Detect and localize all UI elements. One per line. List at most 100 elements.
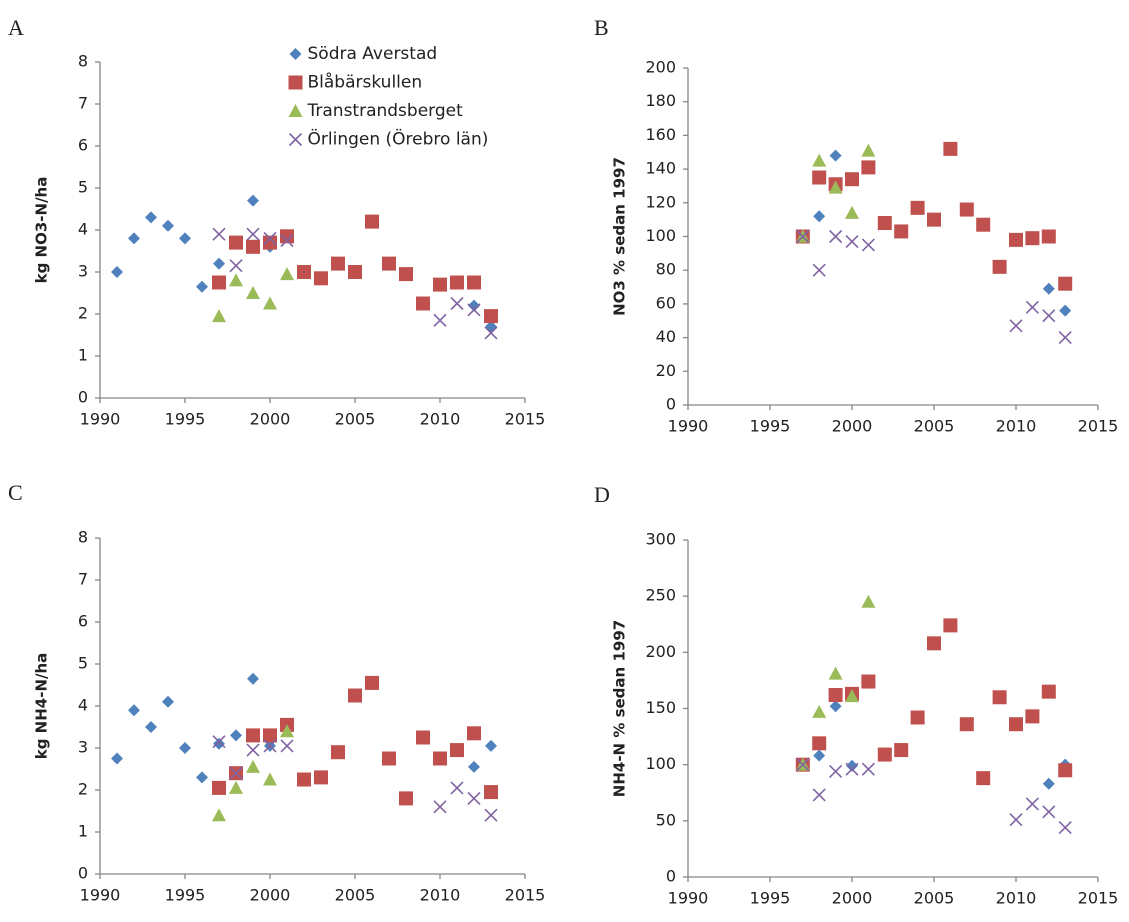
- x-tick-label: 1995: [750, 417, 791, 436]
- legend-label: Södra Averstad: [308, 44, 438, 64]
- marker: [829, 229, 843, 244]
- marker: [331, 745, 345, 760]
- marker: [179, 232, 191, 245]
- marker: [484, 808, 498, 822]
- legend-label: Transtrandsberget: [307, 101, 464, 121]
- marker: [828, 688, 843, 703]
- marker: [845, 689, 859, 703]
- y-tick-label: 40: [656, 327, 676, 346]
- marker: [877, 216, 892, 231]
- panel-label: D: [594, 482, 610, 507]
- marker: [433, 277, 447, 292]
- marker: [861, 762, 875, 776]
- marker: [213, 257, 225, 270]
- marker: [845, 234, 859, 249]
- marker: [450, 743, 464, 758]
- marker: [263, 739, 277, 753]
- marker: [812, 170, 827, 185]
- y-tick-label: 0: [666, 867, 676, 886]
- y-tick-label: 6: [78, 612, 88, 631]
- marker: [943, 618, 958, 633]
- marker: [263, 231, 277, 245]
- marker: [861, 674, 876, 689]
- marker: [128, 232, 140, 245]
- marker: [829, 149, 842, 162]
- marker: [433, 800, 447, 814]
- x-tick-label: 1990: [80, 886, 121, 905]
- marker: [297, 265, 311, 279]
- marker: [229, 273, 243, 287]
- marker: [331, 256, 345, 271]
- marker: [484, 785, 498, 800]
- y-tick-label: 4: [78, 220, 88, 239]
- marker: [229, 780, 243, 794]
- marker: [1058, 331, 1072, 345]
- marker: [162, 219, 174, 232]
- y-tick-label: 6: [78, 136, 88, 155]
- marker: [828, 666, 843, 680]
- marker: [280, 267, 294, 281]
- y-tick-label: 8: [78, 528, 88, 547]
- legend-marker: [289, 48, 302, 60]
- marker: [812, 263, 826, 277]
- marker: [247, 194, 259, 207]
- y-axis-label: kg NO3-N/ha: [33, 177, 51, 284]
- marker: [845, 205, 859, 219]
- x-tick-label: 2005: [335, 886, 376, 905]
- marker: [1058, 276, 1073, 291]
- marker: [416, 730, 430, 745]
- y-tick-label: 0: [78, 864, 88, 883]
- marker: [314, 770, 328, 785]
- legend-marker: [288, 104, 303, 117]
- y-tick-label: 250: [645, 586, 676, 605]
- marker: [450, 781, 464, 795]
- y-tick-label: 3: [78, 262, 88, 281]
- legend-marker: [288, 75, 303, 90]
- x-tick-label: 2010: [420, 410, 461, 429]
- marker: [246, 286, 260, 299]
- marker: [1042, 777, 1055, 790]
- marker: [348, 265, 362, 279]
- marker: [111, 752, 123, 765]
- y-tick-label: 3: [78, 738, 88, 757]
- marker: [246, 759, 260, 773]
- marker: [812, 788, 826, 802]
- y-tick-label: 2: [78, 304, 88, 323]
- x-tick-label: 2000: [832, 889, 873, 908]
- y-tick-label: 100: [645, 754, 676, 773]
- x-tick-label: 2010: [420, 886, 461, 905]
- marker: [1058, 821, 1072, 835]
- legend-marker: [288, 132, 303, 147]
- marker: [128, 704, 140, 717]
- marker: [196, 280, 208, 293]
- marker: [467, 791, 481, 805]
- y-axis-label: NO3 % sedan 1997: [611, 157, 629, 316]
- y-tick-label: 5: [78, 654, 88, 673]
- marker: [484, 326, 498, 340]
- marker: [813, 749, 826, 762]
- marker: [433, 313, 447, 327]
- marker: [399, 791, 413, 806]
- marker: [1025, 300, 1039, 314]
- marker: [229, 766, 243, 780]
- marker: [927, 636, 941, 651]
- marker: [877, 747, 892, 762]
- marker: [450, 275, 464, 290]
- x-tick-label: 1995: [750, 889, 791, 908]
- marker: [246, 239, 260, 254]
- y-tick-label: 8: [78, 52, 88, 71]
- marker: [1042, 282, 1055, 295]
- marker: [992, 259, 1007, 274]
- marker: [212, 309, 226, 323]
- y-tick-label: 5: [78, 178, 88, 197]
- marker: [1041, 684, 1056, 699]
- marker: [1042, 309, 1056, 323]
- y-tick-label: 7: [78, 94, 88, 113]
- x-tick-label: 2015: [505, 410, 546, 429]
- marker: [894, 224, 909, 239]
- marker: [382, 256, 396, 271]
- marker: [213, 737, 225, 750]
- x-tick-label: 2000: [250, 886, 291, 905]
- marker: [229, 259, 243, 273]
